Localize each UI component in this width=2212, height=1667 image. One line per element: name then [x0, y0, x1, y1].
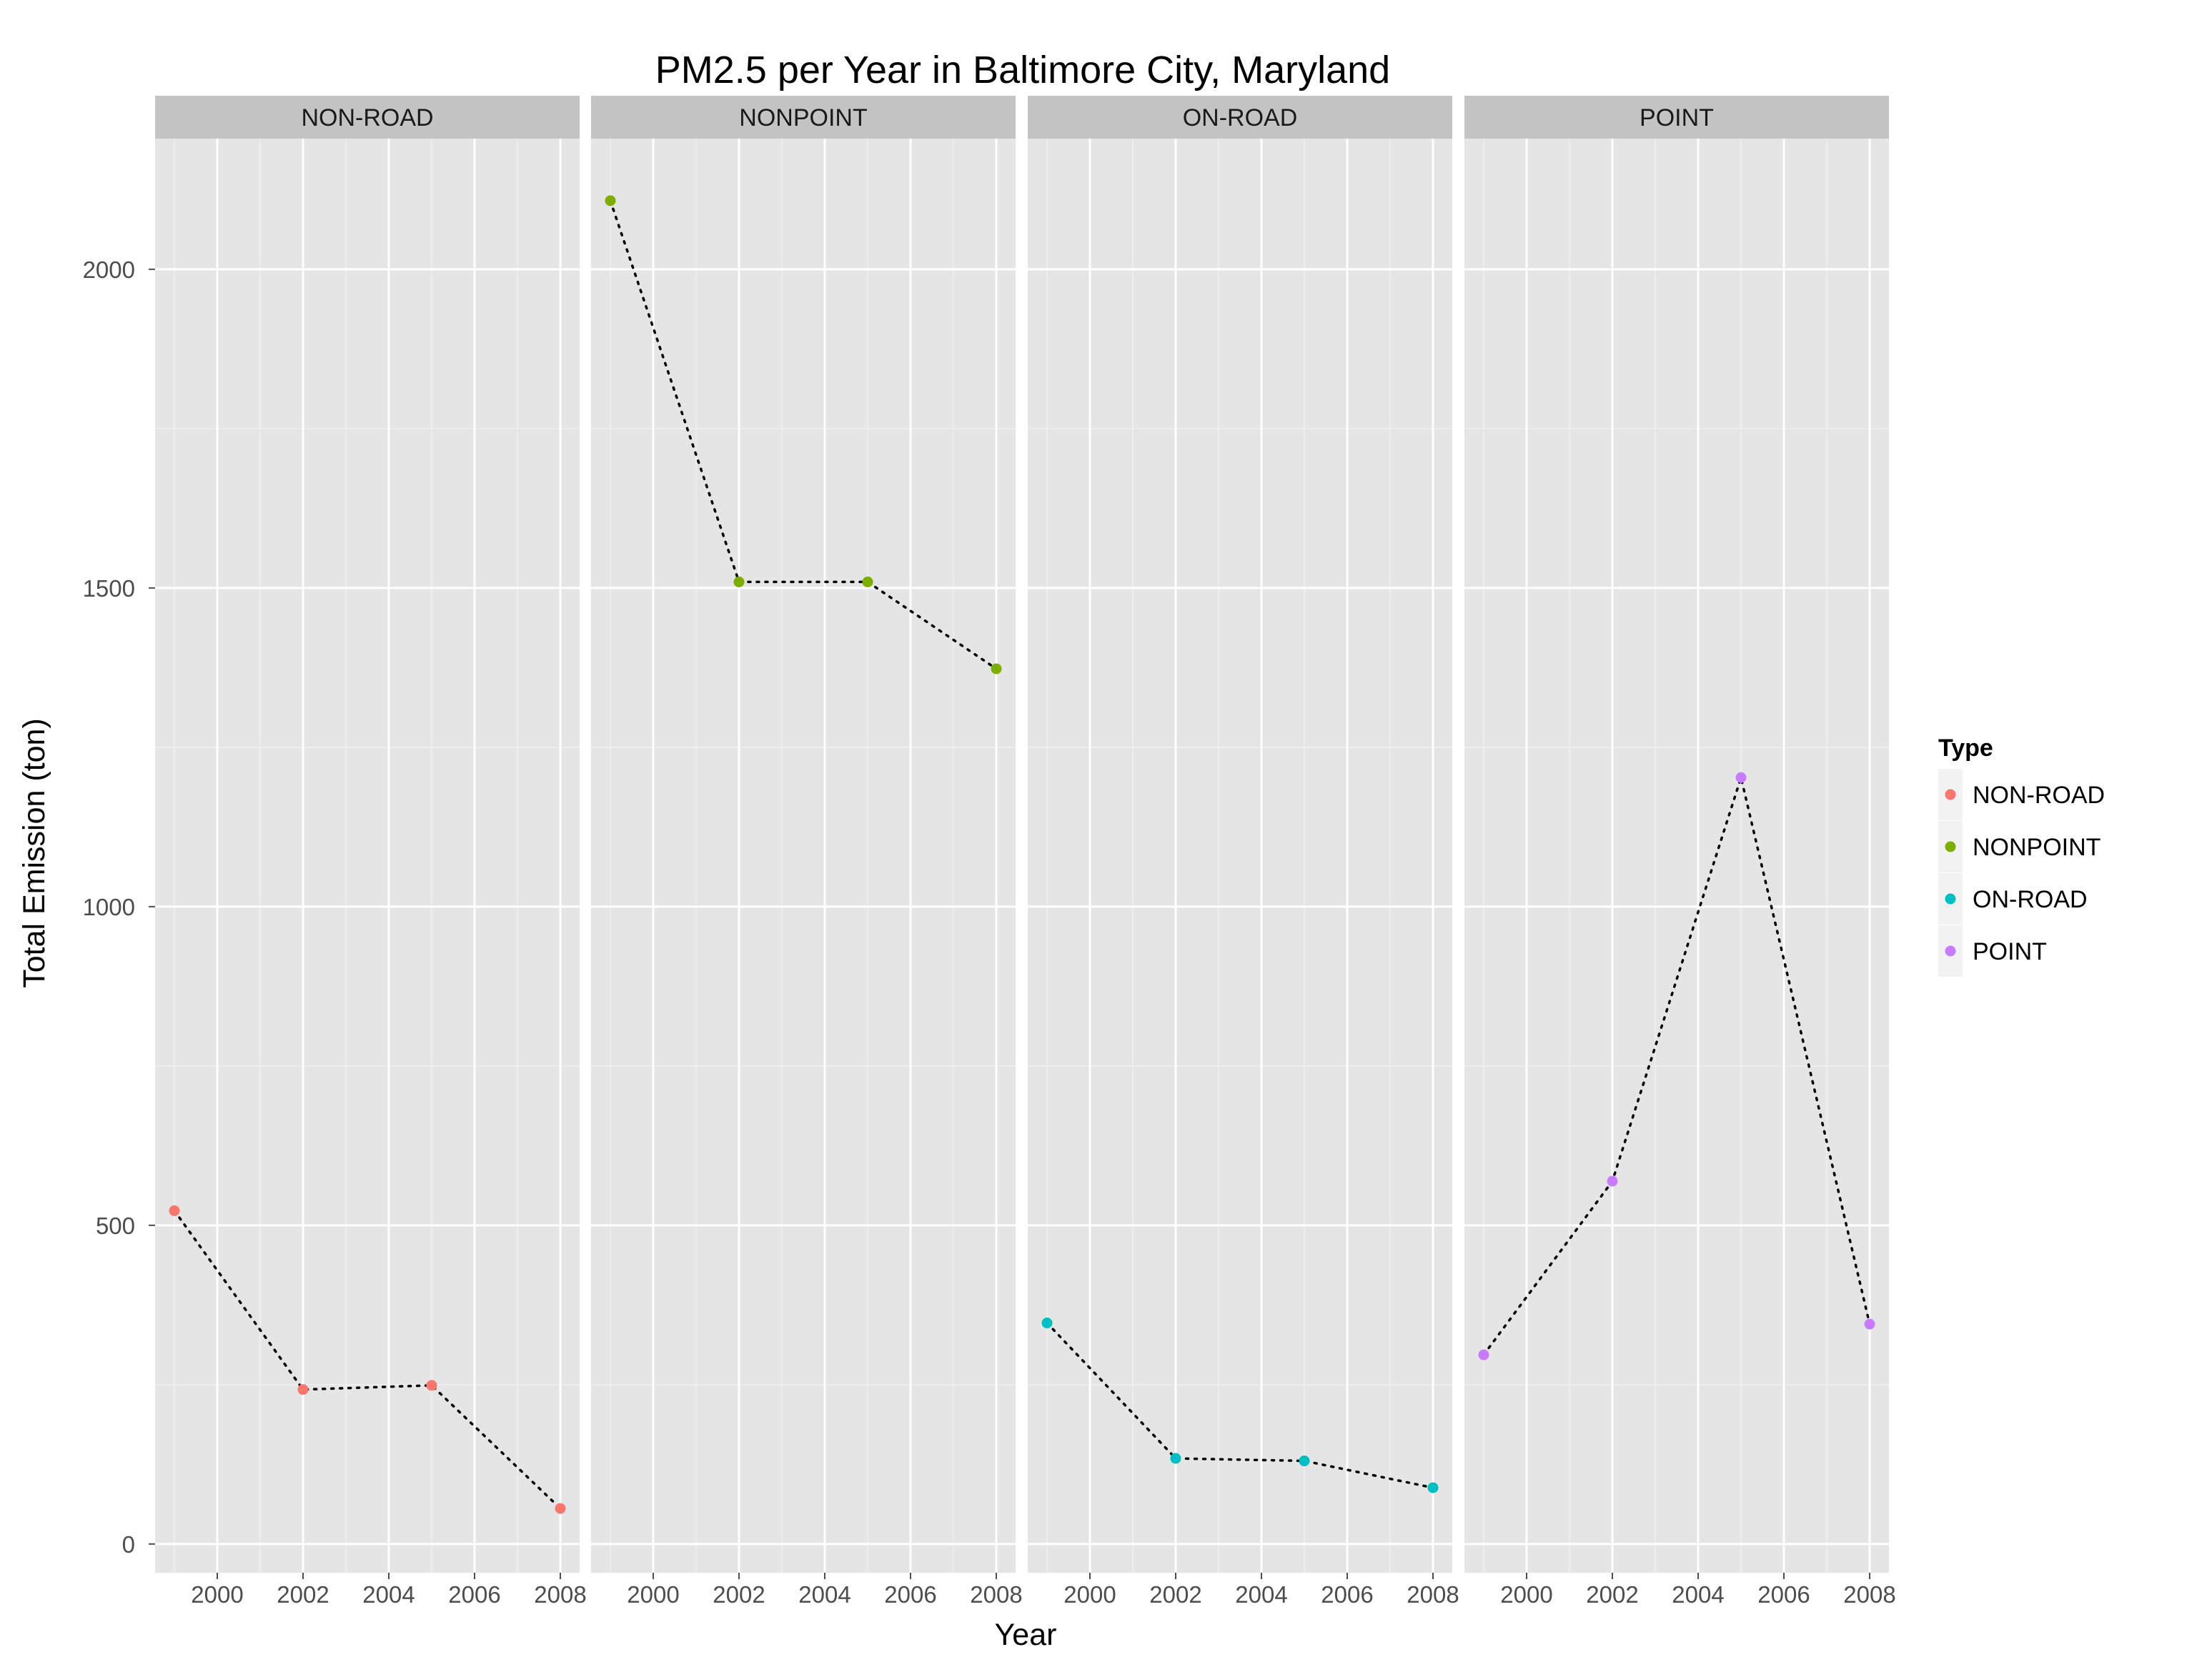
data-point	[169, 1205, 180, 1216]
data-point	[1735, 772, 1747, 783]
x-tick-label: 2008	[534, 1581, 586, 1608]
x-tick-label: 2008	[970, 1581, 1022, 1608]
facet-strip-label: POINT	[1640, 104, 1714, 131]
legend-label: POINT	[1973, 938, 2047, 965]
x-tick-label: 2000	[1063, 1581, 1116, 1608]
facet-panels: NON-ROAD 2000 2002 2004 2006 2008 NONPOINT 2000…	[83, 96, 1896, 1608]
y-axis: 0 500 1000 1500 2000	[83, 257, 155, 1558]
legend-title: Type	[1938, 735, 1993, 762]
x-tick-label: 2004	[798, 1581, 850, 1608]
legend-marker	[1945, 789, 1956, 800]
data-point	[555, 1503, 566, 1514]
legend-marker	[1945, 841, 1956, 852]
panel-background	[1464, 139, 1889, 1573]
legend-entry-non-road: NON-ROAD	[1938, 769, 2105, 820]
legend-entry-on-road: ON-ROAD	[1938, 873, 2088, 925]
x-tick-label: 2006	[1757, 1581, 1810, 1608]
chart-title: PM2.5 per Year in Baltimore City, Maryla…	[655, 49, 1390, 91]
facet-strip	[1464, 96, 1889, 139]
data-point	[1607, 1175, 1618, 1187]
series-line-nonpoint	[609, 199, 998, 670]
series-line-point	[1482, 772, 1871, 1356]
x-axis-title: Year	[995, 1618, 1057, 1652]
legend-label: ON-ROAD	[1973, 886, 2088, 913]
x-tick-label: 2000	[1500, 1581, 1552, 1608]
x-tick-label: 2000	[191, 1581, 243, 1608]
facet-strip	[1028, 96, 1452, 139]
legend-label: NONPOINT	[1973, 834, 2101, 861]
y-tick-label: 2000	[83, 257, 135, 283]
data-point	[991, 663, 1002, 675]
facet-panel-nonpoint: NONPOINT 2000 2002 2004 2006 2008	[591, 96, 1023, 1608]
y-tick-label: 500	[96, 1213, 135, 1239]
legend-marker	[1945, 893, 1956, 905]
x-tick-label: 2002	[1149, 1581, 1201, 1608]
legend-entry-nonpoint: NONPOINT	[1938, 821, 2101, 872]
facet-strip-label: ON-ROAD	[1183, 104, 1298, 131]
panel-background	[155, 139, 580, 1573]
x-tick-label: 2000	[627, 1581, 679, 1608]
x-tick-label: 2002	[713, 1581, 765, 1608]
y-tick-label: 1500	[83, 575, 135, 602]
series-line-on-road	[1046, 1321, 1434, 1489]
facet-panel-point: POINT 2000 2002 2004 2006 2008	[1464, 96, 1896, 1608]
data-point	[1427, 1482, 1439, 1493]
facet-panel-on-road: ON-ROAD 2000 2002 2004 2006 2008	[1028, 96, 1459, 1608]
facet-strip	[591, 96, 1016, 139]
facet-strip	[155, 96, 580, 139]
x-tick-label: 2002	[277, 1581, 329, 1608]
data-point	[1170, 1453, 1181, 1464]
x-tick-label: 2004	[1672, 1581, 1724, 1608]
panel-background	[1028, 139, 1452, 1573]
x-tick-label: 2008	[1407, 1581, 1459, 1608]
legend-entry-point: POINT	[1938, 925, 2047, 977]
data-point	[426, 1380, 437, 1391]
x-tick-label: 2006	[448, 1581, 500, 1608]
x-tick-label: 2002	[1586, 1581, 1638, 1608]
data-point	[1299, 1455, 1310, 1467]
x-tick-label: 2004	[1235, 1581, 1287, 1608]
y-axis-title: Total Emission (ton)	[17, 718, 51, 988]
legend-marker	[1945, 945, 1956, 957]
panel-background	[591, 139, 1016, 1573]
y-tick-label: 0	[122, 1531, 135, 1558]
legend: Type NON-ROAD NONPOINT ON-ROAD POINT	[1938, 735, 2105, 977]
data-point	[733, 576, 745, 587]
facet-panel-non-road: NON-ROAD 2000 2002 2004 2006 2008	[155, 96, 587, 1608]
y-tick-label: 1000	[83, 894, 135, 920]
x-tick-label: 2004	[362, 1581, 415, 1608]
series-line-non-road	[173, 1209, 562, 1510]
data-point	[1864, 1318, 1875, 1330]
data-point	[1041, 1317, 1053, 1328]
legend-entries: NON-ROAD NONPOINT ON-ROAD POINT	[1938, 769, 2105, 977]
x-tick-label: 2006	[1321, 1581, 1373, 1608]
x-tick-label: 2008	[1843, 1581, 1895, 1608]
data-point	[1478, 1349, 1489, 1360]
x-tick-label: 2006	[884, 1581, 936, 1608]
data-point	[297, 1384, 309, 1395]
data-point	[862, 576, 873, 587]
legend-label: NON-ROAD	[1973, 782, 2105, 809]
facet-strip-label: NON-ROAD	[301, 104, 433, 131]
facet-strip-label: NONPOINT	[739, 104, 867, 131]
data-point	[605, 195, 616, 206]
